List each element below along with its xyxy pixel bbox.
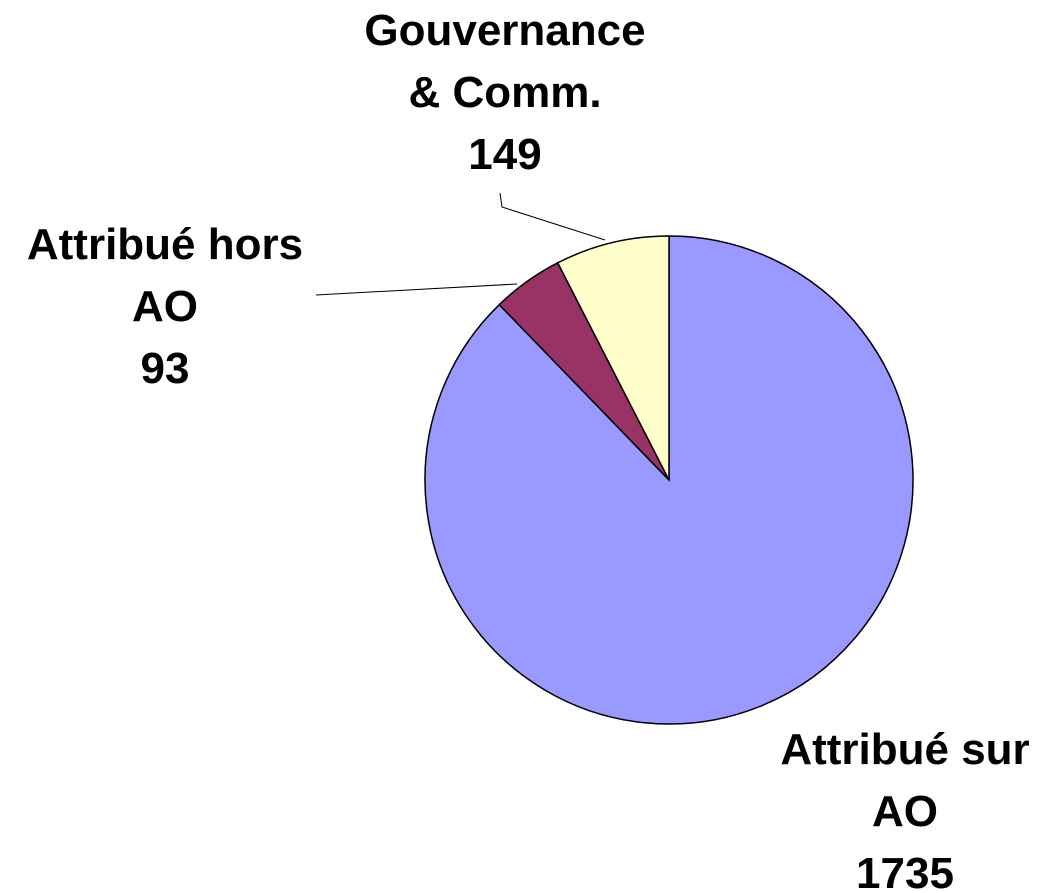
pie-slice bbox=[556, 235, 670, 481]
category-label: Attribué hors AO bbox=[26, 220, 304, 331]
leader-line bbox=[499, 192, 606, 241]
slice-label: Attribué sur AO 1735 bbox=[770, 719, 1040, 893]
category-label: Attribué sur AO bbox=[780, 725, 1030, 836]
value-label: 1735 bbox=[856, 849, 954, 893]
value-label: 149 bbox=[468, 130, 542, 179]
category-label: Gouvernance & Comm. bbox=[364, 6, 646, 117]
slice-label: Attribué hors AO 93 bbox=[15, 214, 315, 400]
leader-line bbox=[315, 283, 518, 296]
value-label: 93 bbox=[140, 344, 190, 393]
slice-label: Gouvernance & Comm. 149 bbox=[355, 0, 655, 186]
